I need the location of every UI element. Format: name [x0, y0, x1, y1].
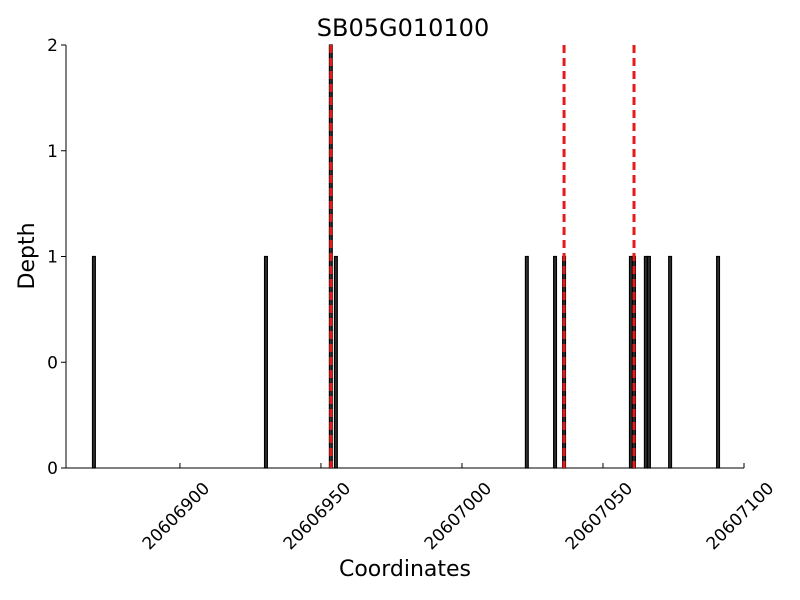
x-tick-label: 20606900 [139, 479, 214, 554]
y-axis-label: Depth [15, 222, 40, 289]
bar [524, 255, 529, 469]
x-tick-label: 20607000 [421, 479, 496, 554]
bar [91, 255, 96, 469]
bar [333, 255, 338, 469]
x-tick-label: 20607050 [562, 479, 637, 554]
x-axis-label: Coordinates [339, 557, 471, 582]
y-tick-label: 0 [47, 459, 58, 479]
bar [668, 255, 673, 469]
bar [643, 255, 648, 469]
y-tick-label: 1 [47, 248, 58, 268]
chart-title: SB05G010100 [317, 14, 489, 42]
y-tick-label: 1 [47, 142, 58, 162]
x-tick-label: 20606950 [280, 479, 355, 554]
bar [646, 255, 651, 469]
bar [716, 255, 721, 469]
y-tick-label: 0 [47, 353, 58, 373]
x-tick-label: 20607100 [703, 479, 778, 554]
y-tick-label: 2 [47, 36, 58, 56]
bar [263, 255, 268, 469]
bar [553, 255, 558, 469]
bar [628, 255, 633, 469]
